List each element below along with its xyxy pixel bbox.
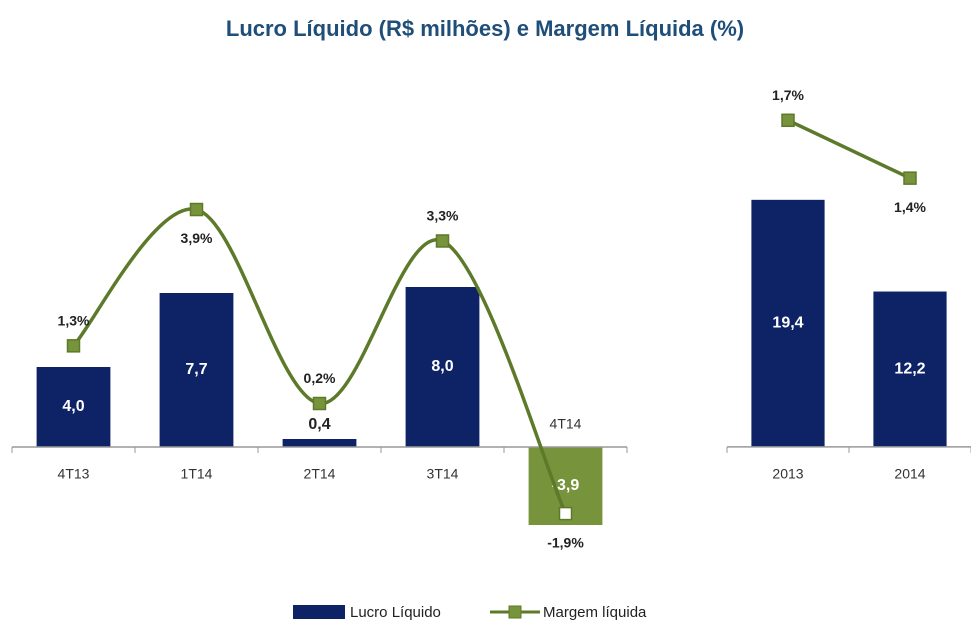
line-marker xyxy=(558,506,573,521)
line-value-label: 3,9% xyxy=(181,230,213,246)
bar xyxy=(282,439,357,447)
line-value-label: 3,3% xyxy=(427,208,459,224)
legend-label: Lucro Líquido xyxy=(350,604,441,621)
line-value-label: 1,4% xyxy=(894,199,926,215)
bar xyxy=(159,293,234,447)
x-tick-label: 2014 xyxy=(894,466,925,482)
bar-value-label: 8,0 xyxy=(431,358,453,375)
line-value-label: 1,3% xyxy=(58,313,90,329)
bar xyxy=(405,287,480,447)
bar-value-label: 19,4 xyxy=(772,315,803,332)
bar-value-label: 0,4 xyxy=(308,416,330,433)
chart-title: Lucro Líquido (R$ milhões) e Margem Líqu… xyxy=(226,16,744,41)
x-tick-label: 3T14 xyxy=(427,466,459,482)
line-marker xyxy=(781,113,795,128)
x-tick-label: 2013 xyxy=(772,466,803,482)
bar-value-label: 4,0 xyxy=(62,398,84,415)
x-tick-label: 4T13 xyxy=(58,466,90,482)
legend-swatch-bar xyxy=(293,605,345,619)
line-value-label: -1,9% xyxy=(547,534,584,550)
bar xyxy=(873,291,947,447)
line-value-label: 0,2% xyxy=(304,370,336,386)
line-marker xyxy=(66,339,81,353)
bar xyxy=(751,199,825,447)
legend-swatch-marker xyxy=(508,605,522,619)
x-tick-label: 2T14 xyxy=(304,466,336,482)
line-value-label: 1,7% xyxy=(772,87,804,103)
line-marker xyxy=(189,202,204,217)
bar-value-label: 7,7 xyxy=(185,361,207,378)
legend-label: Margem líquida xyxy=(543,604,647,621)
line-marker xyxy=(903,171,917,185)
bar xyxy=(36,367,111,447)
line xyxy=(787,118,911,180)
line-marker xyxy=(435,234,450,248)
line-marker xyxy=(312,396,327,411)
x-tick-label: 4T14 xyxy=(550,416,582,432)
bar-value-label: -3,9 xyxy=(552,477,580,494)
bar-value-label: 12,2 xyxy=(894,360,925,377)
x-tick-label: 1T14 xyxy=(181,466,213,482)
